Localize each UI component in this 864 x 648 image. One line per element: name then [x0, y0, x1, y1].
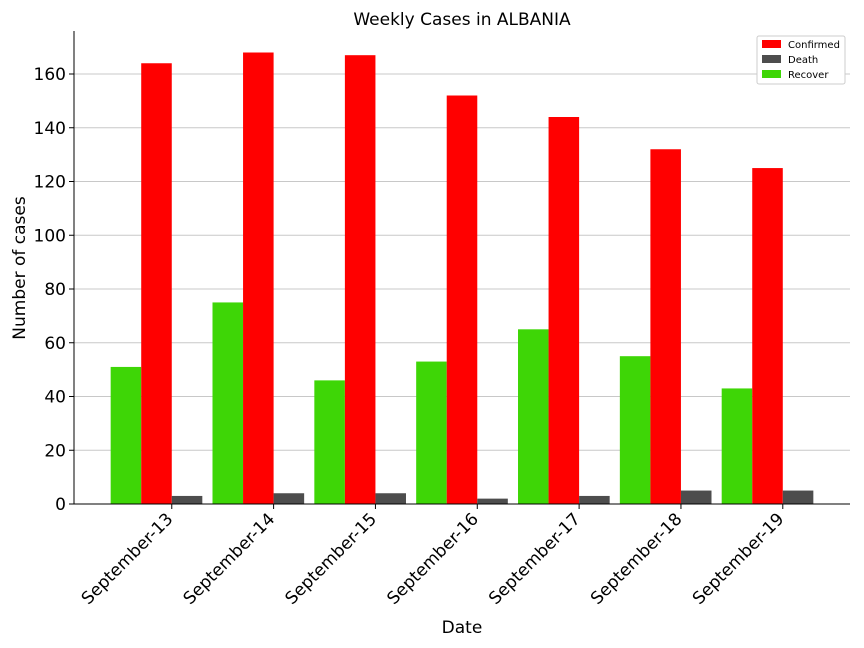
bar-recover-2 [212, 302, 244, 504]
y-tick-label: 160 [34, 65, 66, 85]
bar-death-4 [477, 498, 508, 504]
bar-confirmed-2 [243, 52, 274, 504]
axes [73, 31, 850, 505]
legend-label-confirmed: Confirmed [788, 40, 840, 51]
bar-recover-1 [110, 366, 142, 504]
bar-recover-6 [619, 356, 651, 504]
x-tick-label: September-15 [282, 509, 381, 608]
y-tick-label: 40 [44, 388, 66, 408]
y-tick-label: 80 [44, 280, 66, 300]
legend-label-recover: Recover [788, 70, 829, 81]
bar-death-1 [171, 495, 203, 504]
y-tick-label: 100 [34, 226, 66, 246]
x-tick-label: September-14 [180, 509, 279, 608]
x-tick-label: September-17 [485, 509, 584, 608]
chart-title: Weekly Cases in ALBANIA [353, 10, 571, 30]
bar-confirmed-4 [446, 95, 478, 504]
legend-swatch-confirmed [762, 40, 781, 48]
x-tick-label: September-13 [78, 509, 177, 608]
bars [110, 52, 814, 504]
bar-death-7 [782, 490, 814, 504]
y-ticks: 0 20 40 60 80 100 120 140 160 [34, 65, 74, 515]
legend-swatch-death [762, 55, 781, 63]
x-tick-label: September-18 [587, 509, 686, 608]
y-tick-label: 120 [34, 173, 66, 193]
bar-death-2 [273, 493, 305, 504]
bar-recover-4 [416, 361, 447, 504]
y-tick-label: 0 [55, 495, 66, 515]
x-ticks: September-13 September-14 September-15 Sept… [78, 504, 788, 609]
legend: Confirmed Death Recover [756, 35, 846, 85]
bar-recover-3 [314, 380, 345, 504]
bar-confirmed-7 [752, 168, 783, 504]
y-tick-label: 140 [34, 119, 66, 139]
bar-recover-7 [721, 388, 753, 504]
bar-confirmed-3 [344, 55, 376, 504]
bar-confirmed-1 [141, 63, 172, 504]
y-axis-label: Number of cases [10, 196, 30, 340]
legend-swatch-recover [762, 70, 781, 78]
bar-death-5 [579, 495, 610, 504]
legend-label-death: Death [788, 55, 818, 66]
x-tick-label: September-19 [689, 509, 788, 608]
bar-death-3 [375, 493, 406, 504]
bar-confirmed-5 [548, 117, 580, 504]
x-tick-label: September-16 [383, 509, 482, 608]
y-tick-label: 20 [44, 441, 66, 461]
y-tick-label: 60 [44, 334, 66, 354]
x-axis-label: Date [442, 618, 483, 638]
bar-recover-5 [518, 329, 549, 504]
bar-death-6 [680, 490, 712, 504]
bar-confirmed-6 [650, 149, 681, 504]
